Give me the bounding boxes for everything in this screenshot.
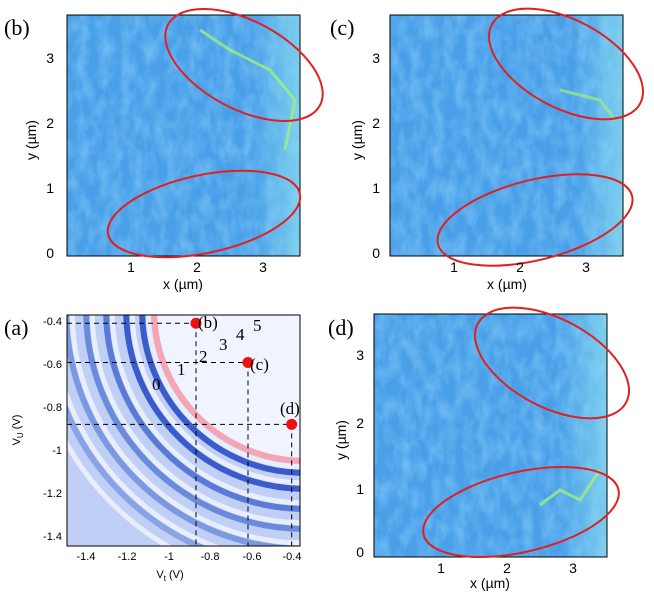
panel-a-point-label-b: (b)	[198, 313, 218, 332]
panel-a-marker-c	[242, 356, 254, 368]
panel-a-marker-d	[286, 418, 298, 430]
panel-b-xtick-2: 2	[193, 259, 201, 275]
panel-a-fringe-4: 4	[236, 325, 245, 344]
panel-c-xlabel: x (µm)	[487, 276, 527, 292]
panel-a-xtick-4: -0.6	[243, 551, 262, 563]
panel-c-ytick-3: 3	[372, 50, 380, 66]
panel-a-ytick-1: -0.6	[43, 359, 62, 371]
panel-a-point-label-c: (c)	[250, 355, 269, 374]
panel-c: (c) 3 2 1 0 y (µm) 1 2 3 x (µm)	[330, 7, 644, 292]
panel-a-point-label-d: (d)	[280, 399, 300, 418]
panel-a-ylabel: VU (V)	[11, 415, 25, 446]
panel-c-ellipse-bottom	[436, 173, 634, 267]
panel-b-ylabel: y (µm)	[23, 120, 39, 160]
panel-c-label: (c)	[330, 15, 354, 40]
panel-a-fringe-3: 3	[219, 335, 228, 354]
panel-b-xlabel: x (µm)	[163, 276, 203, 292]
panel-a-xtick-0: -1.4	[77, 551, 96, 563]
panel-b-xtick-1: 1	[127, 259, 135, 275]
panel-a-ytick-0: -0.4	[43, 316, 62, 328]
panel-a-fringe-0: 0	[152, 375, 161, 394]
panel-a: (a) -0.4 -0.6 -0.8 -1 -1.2 -1.4 -1.4 -1.…	[4, 313, 302, 583]
panel-c-xtick-1: 1	[450, 259, 458, 275]
panel-a-fringe-1: 1	[177, 360, 186, 379]
panel-d-ellipse-bottom	[422, 465, 620, 559]
panel-d-ytick-2: 2	[356, 415, 364, 431]
panel-b-ytick-1: 1	[46, 180, 54, 196]
panel-d-ytick-3: 3	[356, 347, 364, 363]
panel-a-xtick-2: -1	[164, 551, 174, 563]
panel-b-ytick-2: 2	[46, 115, 54, 131]
panel-a-xtick-1: -1.2	[118, 551, 137, 563]
panel-b-ellipse-top	[164, 7, 324, 123]
panel-a-fringe-2: 2	[199, 347, 208, 366]
panel-b: (b) 3 2 1 0 y (µm) 1 2 3 x (µm)	[4, 7, 324, 292]
panel-a-xtick-5: -0.4	[283, 551, 302, 563]
panel-a-label: (a)	[4, 315, 28, 340]
panel-c-ytick-1: 1	[372, 180, 380, 196]
panel-c-xtick-2: 2	[516, 259, 524, 275]
panel-c-xtick-3: 3	[582, 259, 590, 275]
panel-d-xtick-2: 2	[503, 560, 511, 576]
panel-b-label: (b)	[4, 15, 30, 40]
panel-a-xlabel: Vt (V)	[156, 569, 183, 583]
panel-b-ytick-0: 0	[46, 245, 54, 261]
panel-d-ytick-0: 0	[356, 544, 364, 560]
panel-b-ellipse-bottom	[106, 169, 302, 259]
panel-d-ytick-1: 1	[356, 481, 364, 497]
panel-a-ytick-4: -1.2	[43, 488, 62, 500]
panel-b-xtick-3: 3	[259, 259, 267, 275]
panel-a-fringe-5: 5	[253, 316, 262, 335]
panel-d-label: (d)	[328, 315, 354, 340]
panel-d-xtick-1: 1	[437, 560, 445, 576]
panel-a-ytick-5: -1.4	[43, 531, 62, 543]
panel-d-ellipse-top	[474, 306, 630, 420]
panel-d-xlabel: x (µm)	[470, 575, 510, 591]
panel-d: (d) 3 2 1 0 y (µm) 1 2 3 x (µm)	[328, 306, 630, 591]
panel-a-xtick-3: -0.8	[201, 551, 220, 563]
panel-a-marker-b	[190, 317, 202, 329]
panel-b-ytick-3: 3	[46, 50, 54, 66]
panel-d-xtick-3: 3	[569, 560, 577, 576]
panel-c-ellipse-top	[488, 7, 644, 121]
panel-d-ylabel: y (µm)	[333, 420, 349, 460]
panel-a-outer-region	[157, 315, 300, 458]
panel-a-ytick-3: -1	[52, 445, 62, 457]
panel-c-ytick-2: 2	[372, 115, 380, 131]
panel-c-ylabel: y (µm)	[349, 120, 365, 160]
panel-c-ytick-0: 0	[372, 245, 380, 261]
panel-a-ytick-2: -0.8	[43, 402, 62, 414]
